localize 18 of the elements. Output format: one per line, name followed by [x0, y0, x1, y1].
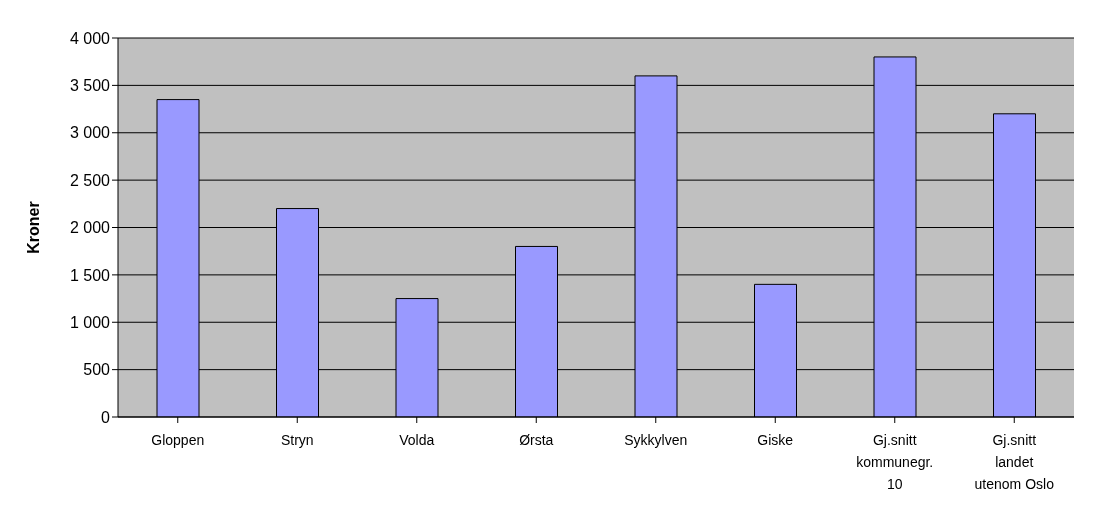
x-tick-label: Stryn [280, 432, 314, 448]
y-tick-label: 3 500 [69, 77, 111, 95]
y-tick-label: 3 000 [69, 124, 111, 142]
x-tick-label: Gj.snitt landet utenom Oslo [974, 432, 1055, 492]
x-tick-label: Ørsta [519, 432, 554, 448]
y-tick-label: 4 000 [69, 29, 111, 47]
y-tick-label: 1 000 [69, 313, 111, 331]
x-tick-label: Gloppen [151, 432, 205, 448]
x-tick-label: Sykkylven [624, 432, 688, 448]
y-tick-label: 0 [101, 408, 111, 426]
y-tick-label: 2 000 [69, 219, 111, 237]
y-tick-label: 500 [83, 361, 111, 379]
y-tick-label: 2 500 [69, 171, 111, 189]
x-tick-label: Gj.snitt kommunegr. 10 [856, 432, 934, 492]
x-tick-label: Volda [399, 432, 435, 448]
x-tick-label: Giske [757, 432, 794, 448]
y-tick-label: 1 500 [69, 266, 111, 284]
y-axis-title: Kroner [24, 201, 42, 254]
